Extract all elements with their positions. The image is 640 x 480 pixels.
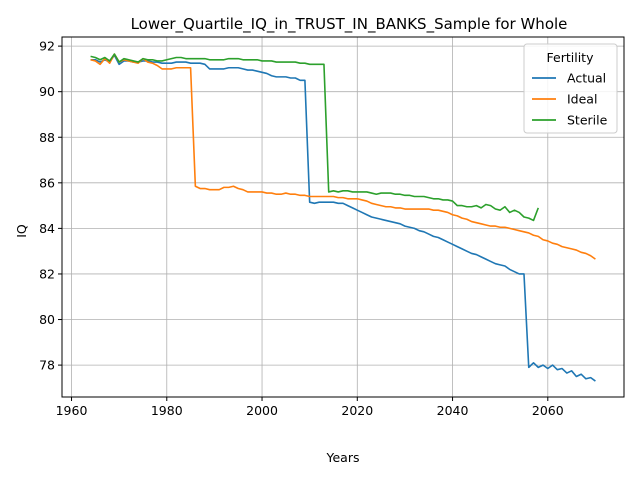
y-tick-label: 84 [39, 221, 55, 236]
x-tick-label: 2000 [246, 403, 278, 418]
x-tick-label: 2020 [341, 403, 373, 418]
legend-label-sterile: Sterile [567, 113, 608, 128]
legend-label-ideal: Ideal [567, 92, 597, 107]
x-tick-label: 2040 [437, 403, 469, 418]
legend: Fertility Actual Ideal Sterile [523, 43, 618, 134]
y-tick-label: 88 [39, 130, 55, 145]
x-axis-label: Years [326, 450, 360, 465]
y-tick-label: 86 [39, 175, 55, 190]
x-tick-label: 1960 [56, 403, 88, 418]
y-axis-label: IQ [14, 224, 29, 238]
y-tick-label: 90 [39, 84, 55, 99]
series-line-actual [90, 54, 596, 382]
chart-title: Lower_Quartile_IQ_in_TRUST_IN_BANKS_Samp… [131, 15, 568, 34]
x-tick-label: 2060 [532, 403, 564, 418]
series-layer [90, 53, 596, 382]
x-axis: 1960 1980 2000 2020 2040 2060 [56, 397, 564, 418]
plot-frame [61, 36, 625, 398]
y-tick-label: 78 [39, 358, 55, 373]
series-line-sterile [90, 53, 540, 222]
y-tick-label: 80 [39, 312, 55, 327]
y-tick-label: 82 [39, 266, 55, 281]
series-line-ideal [90, 53, 596, 260]
legend-box [523, 43, 618, 134]
x-tick-label: 1980 [151, 403, 183, 418]
legend-label-actual: Actual [567, 71, 606, 86]
y-axis: 78 80 82 84 86 88 90 92 [39, 39, 62, 373]
legend-title: Fertility [547, 50, 595, 65]
y-tick-label: 92 [39, 39, 55, 54]
